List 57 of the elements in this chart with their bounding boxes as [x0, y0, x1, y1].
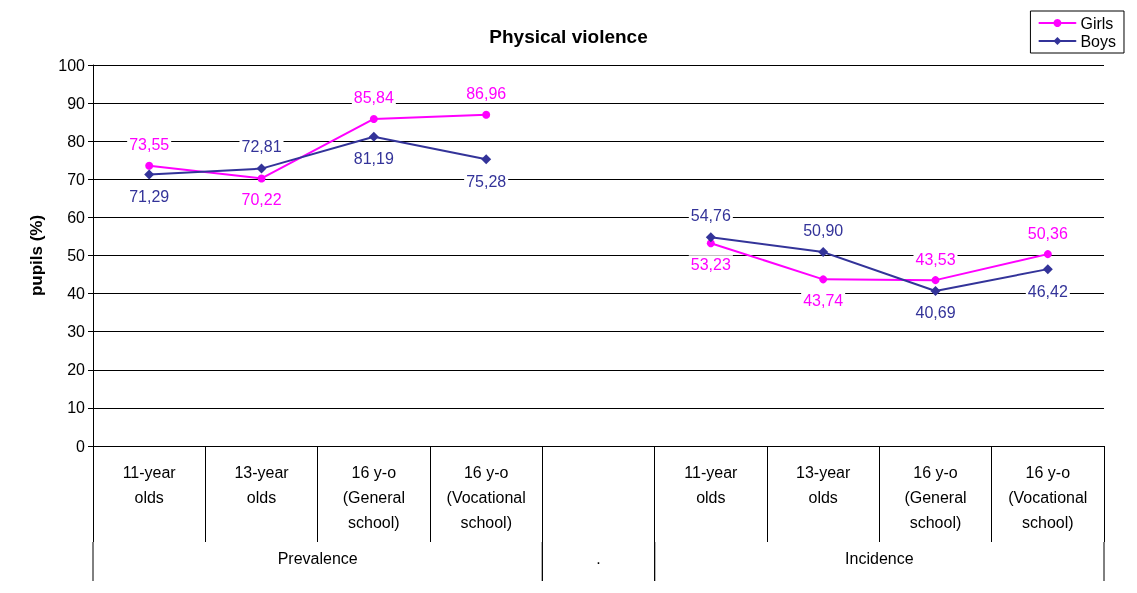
y-tick-label: 30 — [67, 323, 86, 341]
y-tick-label: 90 — [67, 94, 86, 112]
data-label: 72,81 — [241, 138, 282, 156]
point — [819, 275, 828, 284]
point — [481, 154, 492, 165]
point — [705, 232, 716, 243]
data-label: 71,29 — [129, 187, 170, 205]
point — [144, 169, 155, 180]
point — [931, 276, 940, 285]
point — [1042, 264, 1053, 275]
x-tick-label: 16 y-o (Vocational school) — [446, 464, 526, 531]
text: Prevalence — [277, 549, 358, 567]
y-tick-label: 60 — [67, 208, 86, 226]
point — [256, 163, 267, 174]
y-tick-label: 20 — [67, 361, 86, 379]
x-tick-label: 13-year olds — [234, 464, 290, 506]
point — [482, 110, 491, 119]
y-tick-label: 0 — [76, 437, 86, 455]
point — [369, 114, 378, 123]
point — [145, 161, 154, 170]
point — [368, 131, 379, 142]
data-label: 70,22 — [241, 190, 282, 208]
data-label: 46,42 — [1027, 282, 1068, 300]
y-tick-label: 50 — [67, 247, 86, 264]
point — [1043, 250, 1052, 259]
y-tick-label: 80 — [67, 132, 86, 150]
y-tick-label: 40 — [67, 285, 86, 303]
y-tick-label: 70 — [67, 170, 86, 188]
text: Incidence — [845, 549, 914, 567]
x-tick-label: 11-year olds — [122, 464, 177, 506]
x-tick-label: 11-year olds — [684, 464, 739, 506]
point — [930, 285, 941, 296]
y-tick-label: 100 — [58, 56, 86, 74]
x-tick-label: 16 y-o (General school) — [342, 464, 405, 531]
data-label: 50,36 — [1027, 224, 1068, 242]
data-label: 43,53 — [915, 250, 956, 268]
point — [818, 247, 829, 258]
x-tick-label: 13-year olds — [796, 464, 851, 506]
legend-label: Boys — [1080, 32, 1117, 50]
point — [257, 174, 266, 183]
data-label: 43,74 — [803, 291, 844, 309]
data-label: 86,96 — [466, 85, 507, 103]
data-label: 75,28 — [466, 172, 507, 190]
y-tick-label: 10 — [67, 399, 86, 417]
data-label: 81,19 — [353, 150, 394, 168]
data-label: 40,69 — [915, 304, 956, 322]
text: . — [596, 549, 601, 567]
data-label: 85,84 — [353, 89, 394, 107]
y-axis-title: pupils (%) — [27, 214, 46, 297]
data-label: 50,90 — [803, 221, 844, 239]
data-label: 73,55 — [129, 136, 170, 154]
data-label: 54,76 — [690, 206, 731, 224]
x-tick-label: 16 y-o (Vocational school) — [1008, 464, 1088, 531]
data-label: 53,23 — [690, 255, 731, 273]
x-tick-label: 16 y-o (General school) — [904, 464, 967, 531]
chart-title: Physical violence — [489, 26, 648, 47]
legend-label: Girls — [1080, 14, 1114, 32]
